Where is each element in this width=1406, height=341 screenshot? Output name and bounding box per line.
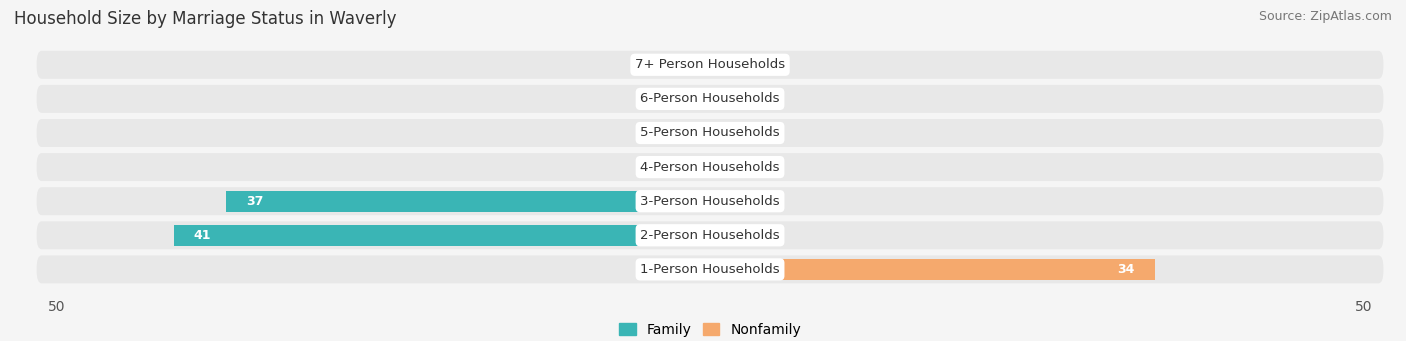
Text: 3-Person Households: 3-Person Households — [640, 195, 780, 208]
Text: 6-Person Households: 6-Person Households — [640, 92, 780, 105]
Text: 0: 0 — [640, 58, 647, 71]
Text: 0: 0 — [640, 127, 647, 139]
Text: Source: ZipAtlas.com: Source: ZipAtlas.com — [1258, 10, 1392, 23]
Text: 1-Person Households: 1-Person Households — [640, 263, 780, 276]
Bar — [651, 54, 710, 75]
Text: 41: 41 — [194, 229, 211, 242]
FancyBboxPatch shape — [37, 221, 1384, 249]
Bar — [651, 122, 710, 144]
FancyBboxPatch shape — [37, 187, 1384, 215]
Legend: Family, Nonfamily: Family, Nonfamily — [619, 323, 801, 337]
FancyBboxPatch shape — [37, 153, 1384, 181]
Bar — [651, 88, 710, 109]
Text: 0: 0 — [640, 161, 647, 174]
Text: 5-Person Households: 5-Person Households — [640, 127, 780, 139]
Bar — [710, 191, 769, 212]
Text: 37: 37 — [246, 195, 263, 208]
Text: 2-Person Households: 2-Person Households — [640, 229, 780, 242]
Text: 0: 0 — [640, 263, 647, 276]
Text: 4-Person Households: 4-Person Households — [640, 161, 780, 174]
Bar — [651, 259, 710, 280]
FancyBboxPatch shape — [37, 119, 1384, 147]
Bar — [710, 88, 769, 109]
Bar — [651, 157, 710, 178]
Text: 0: 0 — [773, 229, 780, 242]
Text: 0: 0 — [640, 92, 647, 105]
Bar — [710, 225, 769, 246]
Text: 34: 34 — [1118, 263, 1135, 276]
Bar — [710, 259, 1154, 280]
Text: 0: 0 — [773, 195, 780, 208]
Bar — [710, 54, 769, 75]
Text: 0: 0 — [773, 161, 780, 174]
Bar — [710, 157, 769, 178]
Text: 7+ Person Households: 7+ Person Households — [636, 58, 785, 71]
Text: Household Size by Marriage Status in Waverly: Household Size by Marriage Status in Wav… — [14, 10, 396, 28]
Bar — [226, 191, 710, 212]
Text: 0: 0 — [773, 92, 780, 105]
FancyBboxPatch shape — [37, 255, 1384, 283]
Bar — [710, 122, 769, 144]
FancyBboxPatch shape — [37, 51, 1384, 79]
FancyBboxPatch shape — [37, 85, 1384, 113]
Bar — [174, 225, 710, 246]
Text: 0: 0 — [773, 58, 780, 71]
Text: 0: 0 — [773, 127, 780, 139]
